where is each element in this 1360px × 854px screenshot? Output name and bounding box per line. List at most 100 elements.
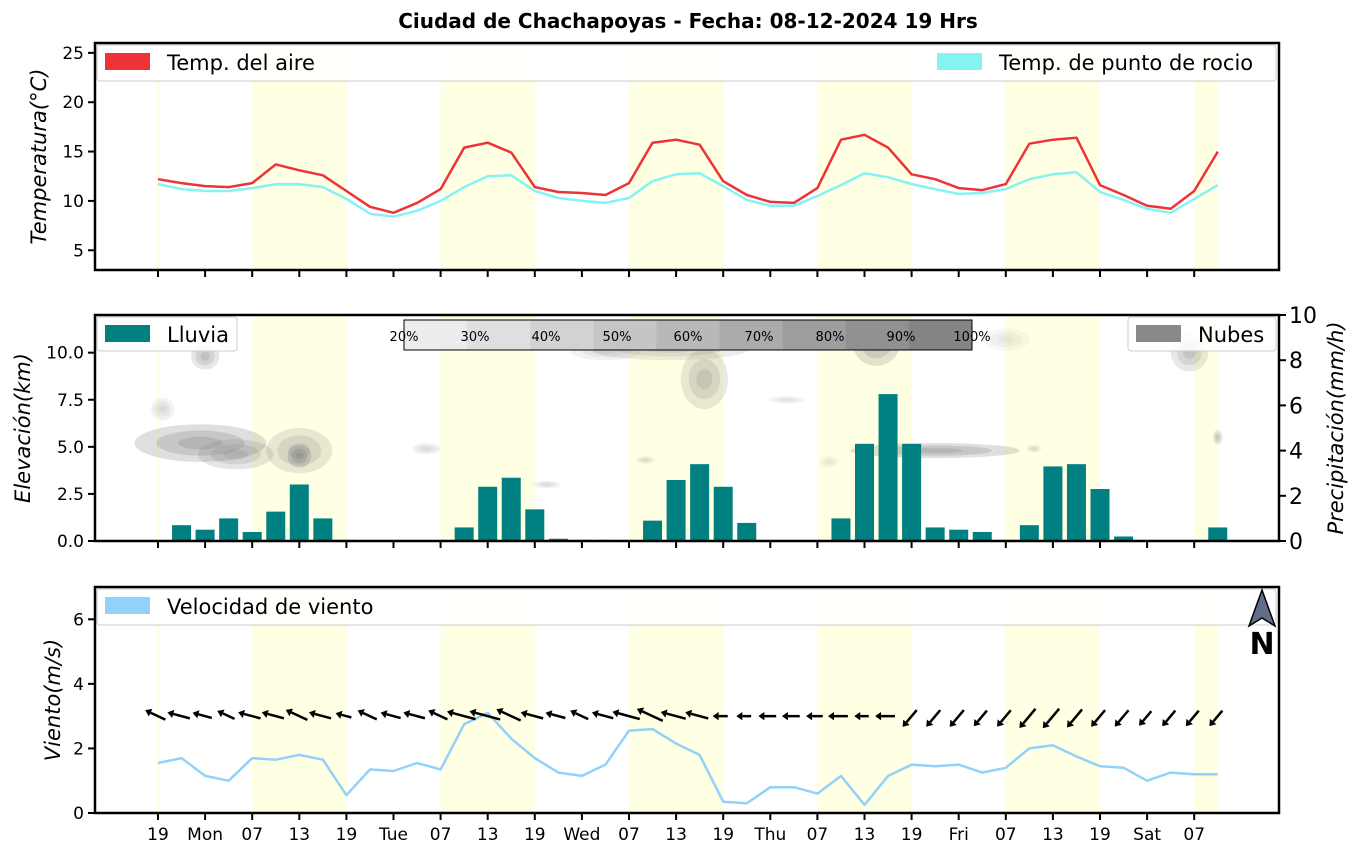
- wind-arrow-head: [285, 708, 294, 717]
- cloud-patch: [1029, 446, 1039, 452]
- cloud-patch: [277, 435, 322, 466]
- colorbar-segment: [530, 320, 594, 350]
- wind-arrow: [501, 710, 522, 722]
- wind-arrow-head: [570, 709, 578, 718]
- legend-swatch-nubes: [1136, 325, 1181, 342]
- day-band: [156, 315, 160, 541]
- rain-bar: [1090, 489, 1110, 541]
- wind-arrow: [198, 713, 213, 720]
- legend-box: [96, 588, 1277, 626]
- cloud-patch: [158, 405, 167, 413]
- wind-arrow-head: [145, 708, 153, 717]
- figure-title: Ciudad de Chachapoyas - Fecha: 08-12-202…: [398, 9, 978, 33]
- cloud-patch: [826, 460, 833, 464]
- rain-bar: [454, 527, 474, 541]
- wind-arrow-head: [1209, 718, 1217, 727]
- cloud-patch: [1216, 434, 1220, 440]
- x-tick-label: 19: [524, 825, 546, 845]
- wind-arrow: [905, 709, 918, 724]
- legend-label-viento: Velocidad de viento: [167, 595, 373, 619]
- cloud-patch: [421, 446, 432, 451]
- y-tick-label: 10.0: [46, 344, 84, 364]
- wind-arrow-head: [380, 710, 388, 719]
- wind-arrow: [386, 713, 401, 720]
- wind-arrow: [641, 710, 664, 723]
- rain-bar: [949, 529, 969, 541]
- wind-arrow: [1188, 709, 1200, 723]
- wind-arrow: [408, 712, 426, 720]
- rain-bar: [1114, 536, 1134, 541]
- x-tick-label: 13: [288, 825, 310, 845]
- wind-arrow: [314, 712, 332, 720]
- wind-arrow: [1212, 709, 1224, 723]
- y-right-tick-label: 10: [1289, 304, 1317, 329]
- wind-arrow-head: [238, 709, 245, 718]
- wind-arrow-head: [612, 709, 620, 718]
- rain-bar: [902, 443, 922, 541]
- cloud-patch: [1031, 447, 1037, 450]
- cloud-patch: [537, 481, 556, 488]
- rain-bar: [1208, 527, 1228, 541]
- x-tick-label: 07: [995, 825, 1017, 845]
- y-tick-label: 2: [73, 739, 84, 759]
- series-line-punto-rocio: [157, 171, 1219, 218]
- x-tick-label: 07: [241, 825, 263, 845]
- x-tick-label: Sat: [1133, 825, 1161, 845]
- wind-arrow: [1069, 708, 1084, 724]
- y-tick-label: 0.0: [57, 532, 84, 552]
- axes-frame: [93, 41, 1281, 272]
- wind-arrow: [475, 711, 501, 721]
- wind-arrow: [1022, 708, 1037, 725]
- x-tick-label: Thu: [753, 825, 786, 845]
- wind-arrow-head: [828, 711, 834, 721]
- rain-bar: [1066, 464, 1086, 541]
- cloud-patch: [688, 358, 721, 400]
- wind-arrow-head: [902, 719, 910, 727]
- x-tick-label: Fri: [949, 825, 969, 845]
- cloud-patch: [154, 401, 171, 417]
- colorbar-label: 100%: [953, 330, 990, 345]
- wind-arrow: [690, 712, 709, 720]
- wind-arrow-head: [875, 711, 882, 721]
- rain-bar: [666, 479, 686, 541]
- x-tick-labels: 19 Mon 07 13 19 Tue 07 13 19 Wed 07 13 19 Thu 07 13 19 Fr…: [147, 825, 1205, 845]
- wind-arrow: [452, 711, 476, 721]
- cloud-patch: [696, 368, 713, 390]
- cloud-patch: [210, 444, 261, 465]
- wind-arrow: [597, 712, 614, 720]
- wind-arrow-head: [685, 709, 693, 718]
- y-tick-label: 7.5: [57, 391, 84, 411]
- y-right-tick-label: 6: [1289, 394, 1303, 419]
- wind-arrow-head: [545, 710, 553, 719]
- cloud-patch: [156, 430, 245, 456]
- x-tick-label: Wed: [563, 825, 600, 845]
- wind-arrow-head: [1019, 720, 1027, 729]
- wind-arrow-head: [636, 707, 645, 716]
- x-tick-label: Tue: [378, 825, 408, 845]
- north-label: N: [1249, 627, 1274, 662]
- colorbar-segment: [845, 320, 910, 350]
- wind-arrow: [575, 712, 589, 721]
- wind-arrow: [666, 712, 687, 720]
- x-tick-label: 07: [807, 825, 829, 845]
- cloud-patch: [680, 348, 728, 410]
- wind-arrow: [1165, 709, 1177, 723]
- day-band: [1194, 587, 1218, 813]
- x-tick-label: 07: [618, 825, 640, 845]
- wind-arrow-head: [1091, 719, 1099, 727]
- x-tick-label: 13: [854, 825, 876, 845]
- wind-arrow: [172, 712, 191, 720]
- x-tick-label: Mon: [187, 825, 223, 845]
- x-tick-label: 19: [336, 825, 358, 845]
- wind-arrow: [617, 712, 641, 721]
- wind-arrow: [341, 713, 352, 719]
- rain-bar: [713, 486, 733, 541]
- colorbar-segment: [908, 320, 973, 350]
- colorbar-segment: [782, 320, 847, 350]
- wind-arrow: [976, 709, 988, 723]
- legend-swatch-lluvia: [105, 325, 150, 342]
- legend-label-nubes: Nubes: [1198, 323, 1264, 347]
- wind-arrow-head: [806, 711, 813, 721]
- colorbar-label: 30%: [461, 330, 490, 345]
- wind-arrow: [290, 711, 308, 722]
